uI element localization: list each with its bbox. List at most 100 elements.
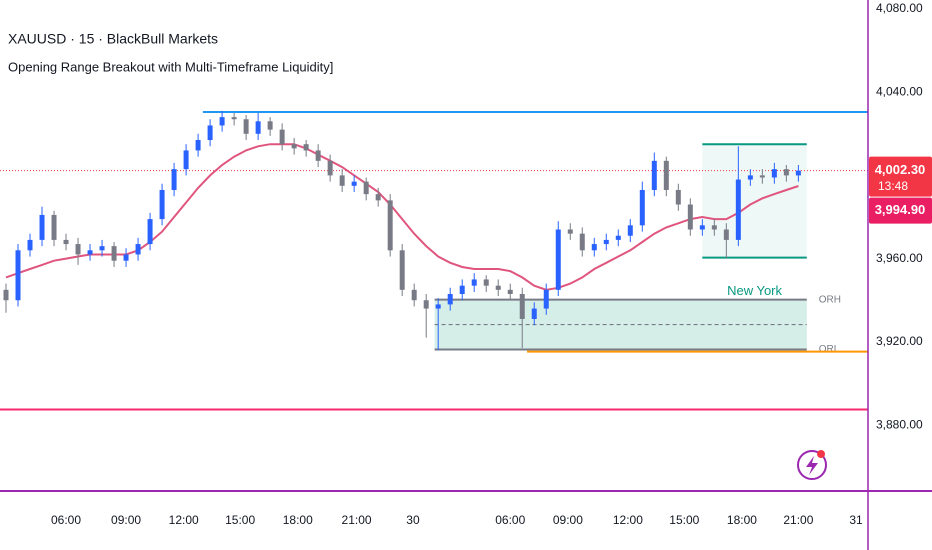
candle-body	[735, 179, 741, 240]
icon-dot	[817, 450, 825, 458]
candle-body	[195, 140, 201, 151]
candle-body	[15, 250, 21, 301]
candle-body	[219, 117, 225, 126]
candle-body	[639, 189, 645, 226]
x-tick-label: 31	[849, 513, 863, 527]
chart-title: XAUUSD · 15 · BlackBull Markets	[8, 31, 218, 47]
candle-body	[699, 225, 705, 230]
candle-body	[483, 279, 489, 286]
candle-body	[303, 144, 309, 151]
candle-body	[351, 181, 357, 186]
y-tick-label: 3,880.00	[876, 417, 923, 431]
icon-bolt	[806, 456, 818, 475]
x-tick-label: 15:00	[225, 513, 255, 527]
alert-icon[interactable]	[797, 450, 827, 480]
candle-body	[651, 160, 657, 190]
candle-body	[495, 285, 501, 290]
session-label: New York	[727, 283, 782, 298]
candle-body	[243, 119, 249, 134]
candle-body	[687, 204, 693, 230]
countdown-label: 13:48	[878, 179, 908, 193]
candle-body	[507, 289, 513, 294]
candle-body	[771, 169, 777, 178]
x-tick-label: 18:00	[727, 513, 757, 527]
candle-body	[555, 229, 561, 290]
candle-body	[471, 279, 477, 286]
candle-body	[147, 219, 153, 245]
y-tick-label: 3,920.00	[876, 334, 923, 348]
candle-body	[123, 254, 129, 261]
candle-body	[579, 233, 585, 251]
candle-body	[87, 250, 93, 255]
candle-body	[759, 175, 765, 178]
candle-body	[675, 189, 681, 205]
candle-body	[111, 246, 117, 261]
candle-body	[519, 294, 525, 319]
candle-body	[39, 214, 45, 240]
candle-body	[447, 294, 453, 305]
plot-area: ORH ORL New York	[0, 110, 868, 411]
x-tick-label: 18:00	[283, 513, 313, 527]
axes: 4,080.00 4,040.00 3,960.00 3,920.00 3,880.00…	[51, 1, 932, 527]
candle-body	[411, 289, 417, 301]
x-tick-label: 06:00	[495, 513, 525, 527]
candle-body	[255, 121, 261, 134]
candle-body	[171, 169, 177, 190]
candle-body	[567, 229, 573, 234]
orb-low-label: ORL	[819, 344, 840, 355]
candle-body	[207, 125, 213, 141]
candle-body	[327, 160, 333, 176]
candle-body	[75, 244, 81, 255]
price-label-box	[869, 156, 932, 197]
candle-body	[591, 244, 597, 251]
candle-body	[435, 304, 441, 309]
x-tick-label: 12:00	[169, 513, 199, 527]
candle-body	[627, 225, 633, 236]
ma-label-box	[869, 197, 932, 224]
y-tick-label: 4,080.00	[876, 1, 923, 15]
candle-body	[99, 246, 105, 251]
candle-body	[747, 175, 753, 180]
candle-body	[159, 189, 165, 220]
y-tick-label: 4,040.00	[876, 84, 923, 98]
orb-high-label: ORH	[819, 294, 841, 305]
candle-body	[267, 121, 273, 130]
x-tick-label: 21:00	[342, 513, 372, 527]
candle-body	[231, 117, 237, 120]
candle-body	[399, 250, 405, 290]
candle-body	[615, 235, 621, 240]
x-tick-label: 30	[406, 513, 420, 527]
candle-body	[27, 239, 33, 251]
candle-body	[603, 239, 609, 245]
x-tick-label: 09:00	[111, 513, 141, 527]
candle-body	[387, 200, 393, 251]
candle-body	[423, 300, 429, 309]
candle-body	[291, 144, 297, 149]
candle-body	[183, 150, 189, 170]
x-tick-label: 12:00	[613, 513, 643, 527]
y-tick-label: 3,960.00	[876, 251, 923, 265]
candle-body	[531, 308, 537, 319]
candle-body	[711, 225, 717, 230]
session-box	[702, 144, 807, 258]
candle-body	[3, 289, 9, 301]
indicator-title: Opening Range Breakout with Multi-Timefr…	[8, 59, 333, 74]
candle-body	[723, 229, 729, 240]
candle-body	[135, 244, 141, 255]
candle-body	[279, 129, 285, 145]
ma-label: 3,994.90	[875, 202, 926, 217]
candle-body	[315, 150, 321, 161]
candle-body	[663, 160, 669, 190]
candle-body	[795, 170, 801, 176]
candle-body	[363, 181, 369, 195]
candle-body	[375, 194, 381, 201]
x-tick-label: 15:00	[669, 513, 699, 527]
candle-body	[339, 175, 345, 186]
price-label: 4,002.30	[875, 162, 926, 177]
x-tick-label: 06:00	[51, 513, 81, 527]
x-tick-label: 21:00	[783, 513, 813, 527]
candle-body	[51, 214, 57, 240]
